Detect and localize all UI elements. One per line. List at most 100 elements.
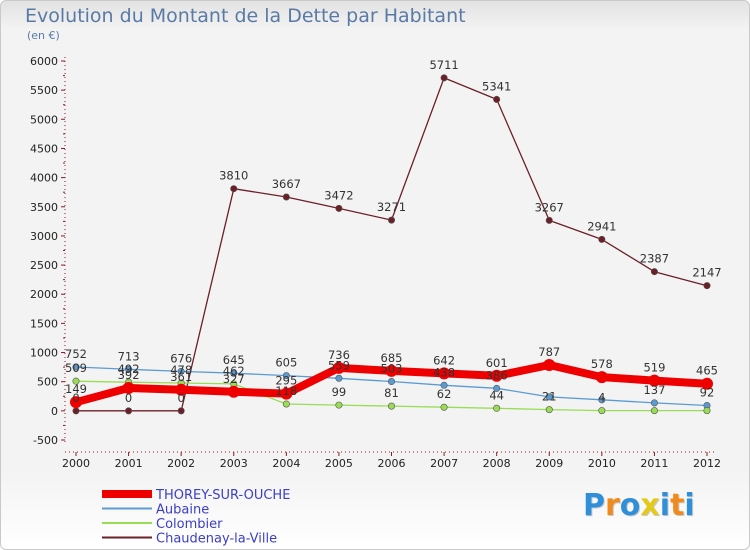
- x-tick-label: 2008: [483, 457, 511, 470]
- data-label-colombier: 118: [275, 384, 297, 398]
- x-tick-label: 2006: [378, 457, 406, 470]
- data-point-thorey-sur-ouche: [543, 358, 556, 371]
- data-label-aubaine: 92: [700, 385, 715, 399]
- data-label-colombier: 44: [489, 388, 504, 402]
- chart-unit-label: (en €): [27, 29, 60, 42]
- data-point-colombier: [703, 407, 711, 415]
- data-point-chaudenay-la-ville: [335, 204, 343, 212]
- data-label-thorey-sur-ouche: 578: [591, 357, 613, 371]
- data-label-chaudenay-la-ville: 2387: [640, 252, 669, 266]
- data-point-thorey-sur-ouche: [438, 367, 451, 380]
- data-point-colombier: [598, 407, 606, 415]
- data-label-thorey-sur-ouche: 787: [538, 345, 560, 359]
- data-label-thorey-sur-ouche: 327: [223, 372, 245, 386]
- data-label-aubaine: 503: [381, 362, 403, 376]
- data-point-chaudenay-la-ville: [493, 95, 501, 103]
- y-tick-label: 5500: [30, 84, 58, 97]
- data-label-colombier: 478: [170, 363, 192, 377]
- data-label-chaudenay-la-ville: 0: [125, 391, 132, 405]
- data-label-chaudenay-la-ville: 3271: [377, 200, 406, 214]
- x-tick-label: 2004: [272, 457, 300, 470]
- y-tick-label: 500: [37, 376, 58, 389]
- legend-label: Colombier: [156, 517, 223, 532]
- data-point-aubaine: [598, 396, 606, 404]
- data-point-colombier: [493, 404, 501, 412]
- data-point-aubaine: [230, 369, 238, 377]
- data-point-thorey-sur-ouche: [227, 385, 240, 398]
- series-points: [70, 74, 713, 415]
- logo-letter: x: [640, 488, 660, 523]
- y-tick-label: 4000: [30, 172, 58, 185]
- x-tick-label: 2007: [430, 457, 458, 470]
- y-tick-label: 2000: [30, 288, 58, 301]
- x-tick-label: 2010: [588, 457, 616, 470]
- data-label-colombier: 492: [118, 362, 140, 376]
- x-tick-label: 2000: [62, 457, 90, 470]
- data-point-chaudenay-la-ville: [650, 268, 658, 276]
- data-point-colombier: [72, 377, 80, 385]
- x-tick-label: 2001: [115, 457, 143, 470]
- data-label-chaudenay-la-ville: 3667: [272, 177, 301, 191]
- data-point-chaudenay-la-ville: [230, 185, 238, 193]
- data-label-aubaine: 605: [275, 356, 297, 370]
- data-point-aubaine: [72, 363, 80, 371]
- legend-label: Aubaine: [156, 503, 209, 518]
- data-point-aubaine: [282, 372, 290, 380]
- data-point-chaudenay-la-ville: [703, 282, 711, 290]
- data-label-thorey-sur-ouche: 601: [486, 356, 508, 370]
- data-label-thorey-sur-ouche: 149: [65, 382, 87, 396]
- data-point-colombier: [545, 406, 553, 414]
- x-tick-label: 2005: [325, 457, 353, 470]
- y-tick-label: 2500: [30, 259, 58, 272]
- legend: THOREY-SUR-OUCHEAubaineColombierChaudena…: [102, 488, 290, 547]
- data-point-colombier: [387, 402, 395, 410]
- data-point-aubaine: [387, 378, 395, 386]
- data-point-chaudenay-la-ville: [125, 407, 133, 415]
- data-point-thorey-sur-ouche: [122, 381, 135, 394]
- data-label-chaudenay-la-ville: 0: [72, 391, 79, 405]
- logo-letter: t: [670, 488, 685, 523]
- y-tick-label: 4500: [30, 142, 58, 155]
- proxiti-logo: Proxiti: [583, 488, 695, 523]
- data-point-aubaine: [335, 374, 343, 382]
- data-point-colombier: [440, 403, 448, 411]
- chart-axes: -500050010001500200025003000350040004500…: [30, 55, 721, 470]
- x-tick-label: 2002: [167, 457, 195, 470]
- data-point-thorey-sur-ouche: [490, 369, 503, 382]
- data-point-chaudenay-la-ville: [545, 216, 553, 224]
- data-label-aubaine: 752: [65, 347, 87, 361]
- legend-label: THOREY-SUR-OUCHE: [155, 488, 290, 503]
- logo-letter: P: [583, 488, 605, 523]
- data-label-chaudenay-la-ville: 2147: [692, 266, 721, 280]
- data-point-thorey-sur-ouche: [70, 396, 82, 409]
- x-tick-label: 2011: [640, 457, 668, 470]
- data-labels: 0 0 0 3810 3667 3472 3271 5711 5341 3267 2941 2387 2…: [65, 58, 722, 405]
- data-label-aubaine: 137: [643, 383, 665, 397]
- data-label-thorey-sur-ouche: 642: [433, 353, 455, 367]
- data-label-aubaine: 713: [118, 349, 140, 363]
- x-tick-label: 2012: [693, 457, 721, 470]
- data-label-chaudenay-la-ville: 5711: [429, 58, 458, 72]
- data-point-chaudenay-la-ville: [387, 216, 395, 224]
- data-label-chaudenay-la-ville: 0: [178, 391, 185, 405]
- data-point-aubaine: [493, 384, 501, 392]
- data-point-chaudenay-la-ville: [440, 74, 448, 82]
- data-point-chaudenay-la-ville: [177, 407, 185, 415]
- data-point-chaudenay-la-ville: [282, 193, 290, 201]
- data-label-thorey-sur-ouche: 736: [328, 348, 350, 362]
- y-tick-label: 0: [51, 405, 58, 418]
- data-label-chaudenay-la-ville: 3267: [535, 200, 564, 214]
- y-tick-label: 5000: [30, 113, 58, 126]
- logo-letter: r: [605, 488, 620, 523]
- data-point-chaudenay-la-ville: [598, 235, 606, 243]
- data-label-chaudenay-la-ville: 5341: [482, 79, 511, 93]
- x-tick-label: 2003: [220, 457, 248, 470]
- data-label-colombier: 62: [437, 387, 452, 401]
- data-label-aubaine: 645: [223, 353, 245, 367]
- logo-letter: o: [619, 488, 641, 523]
- chart-title: Evolution du Montant de la Dette par Hab…: [25, 5, 466, 27]
- data-label-aubaine: 676: [170, 351, 192, 365]
- data-label-colombier: 462: [223, 364, 245, 378]
- data-label-thorey-sur-ouche: 519: [643, 361, 665, 375]
